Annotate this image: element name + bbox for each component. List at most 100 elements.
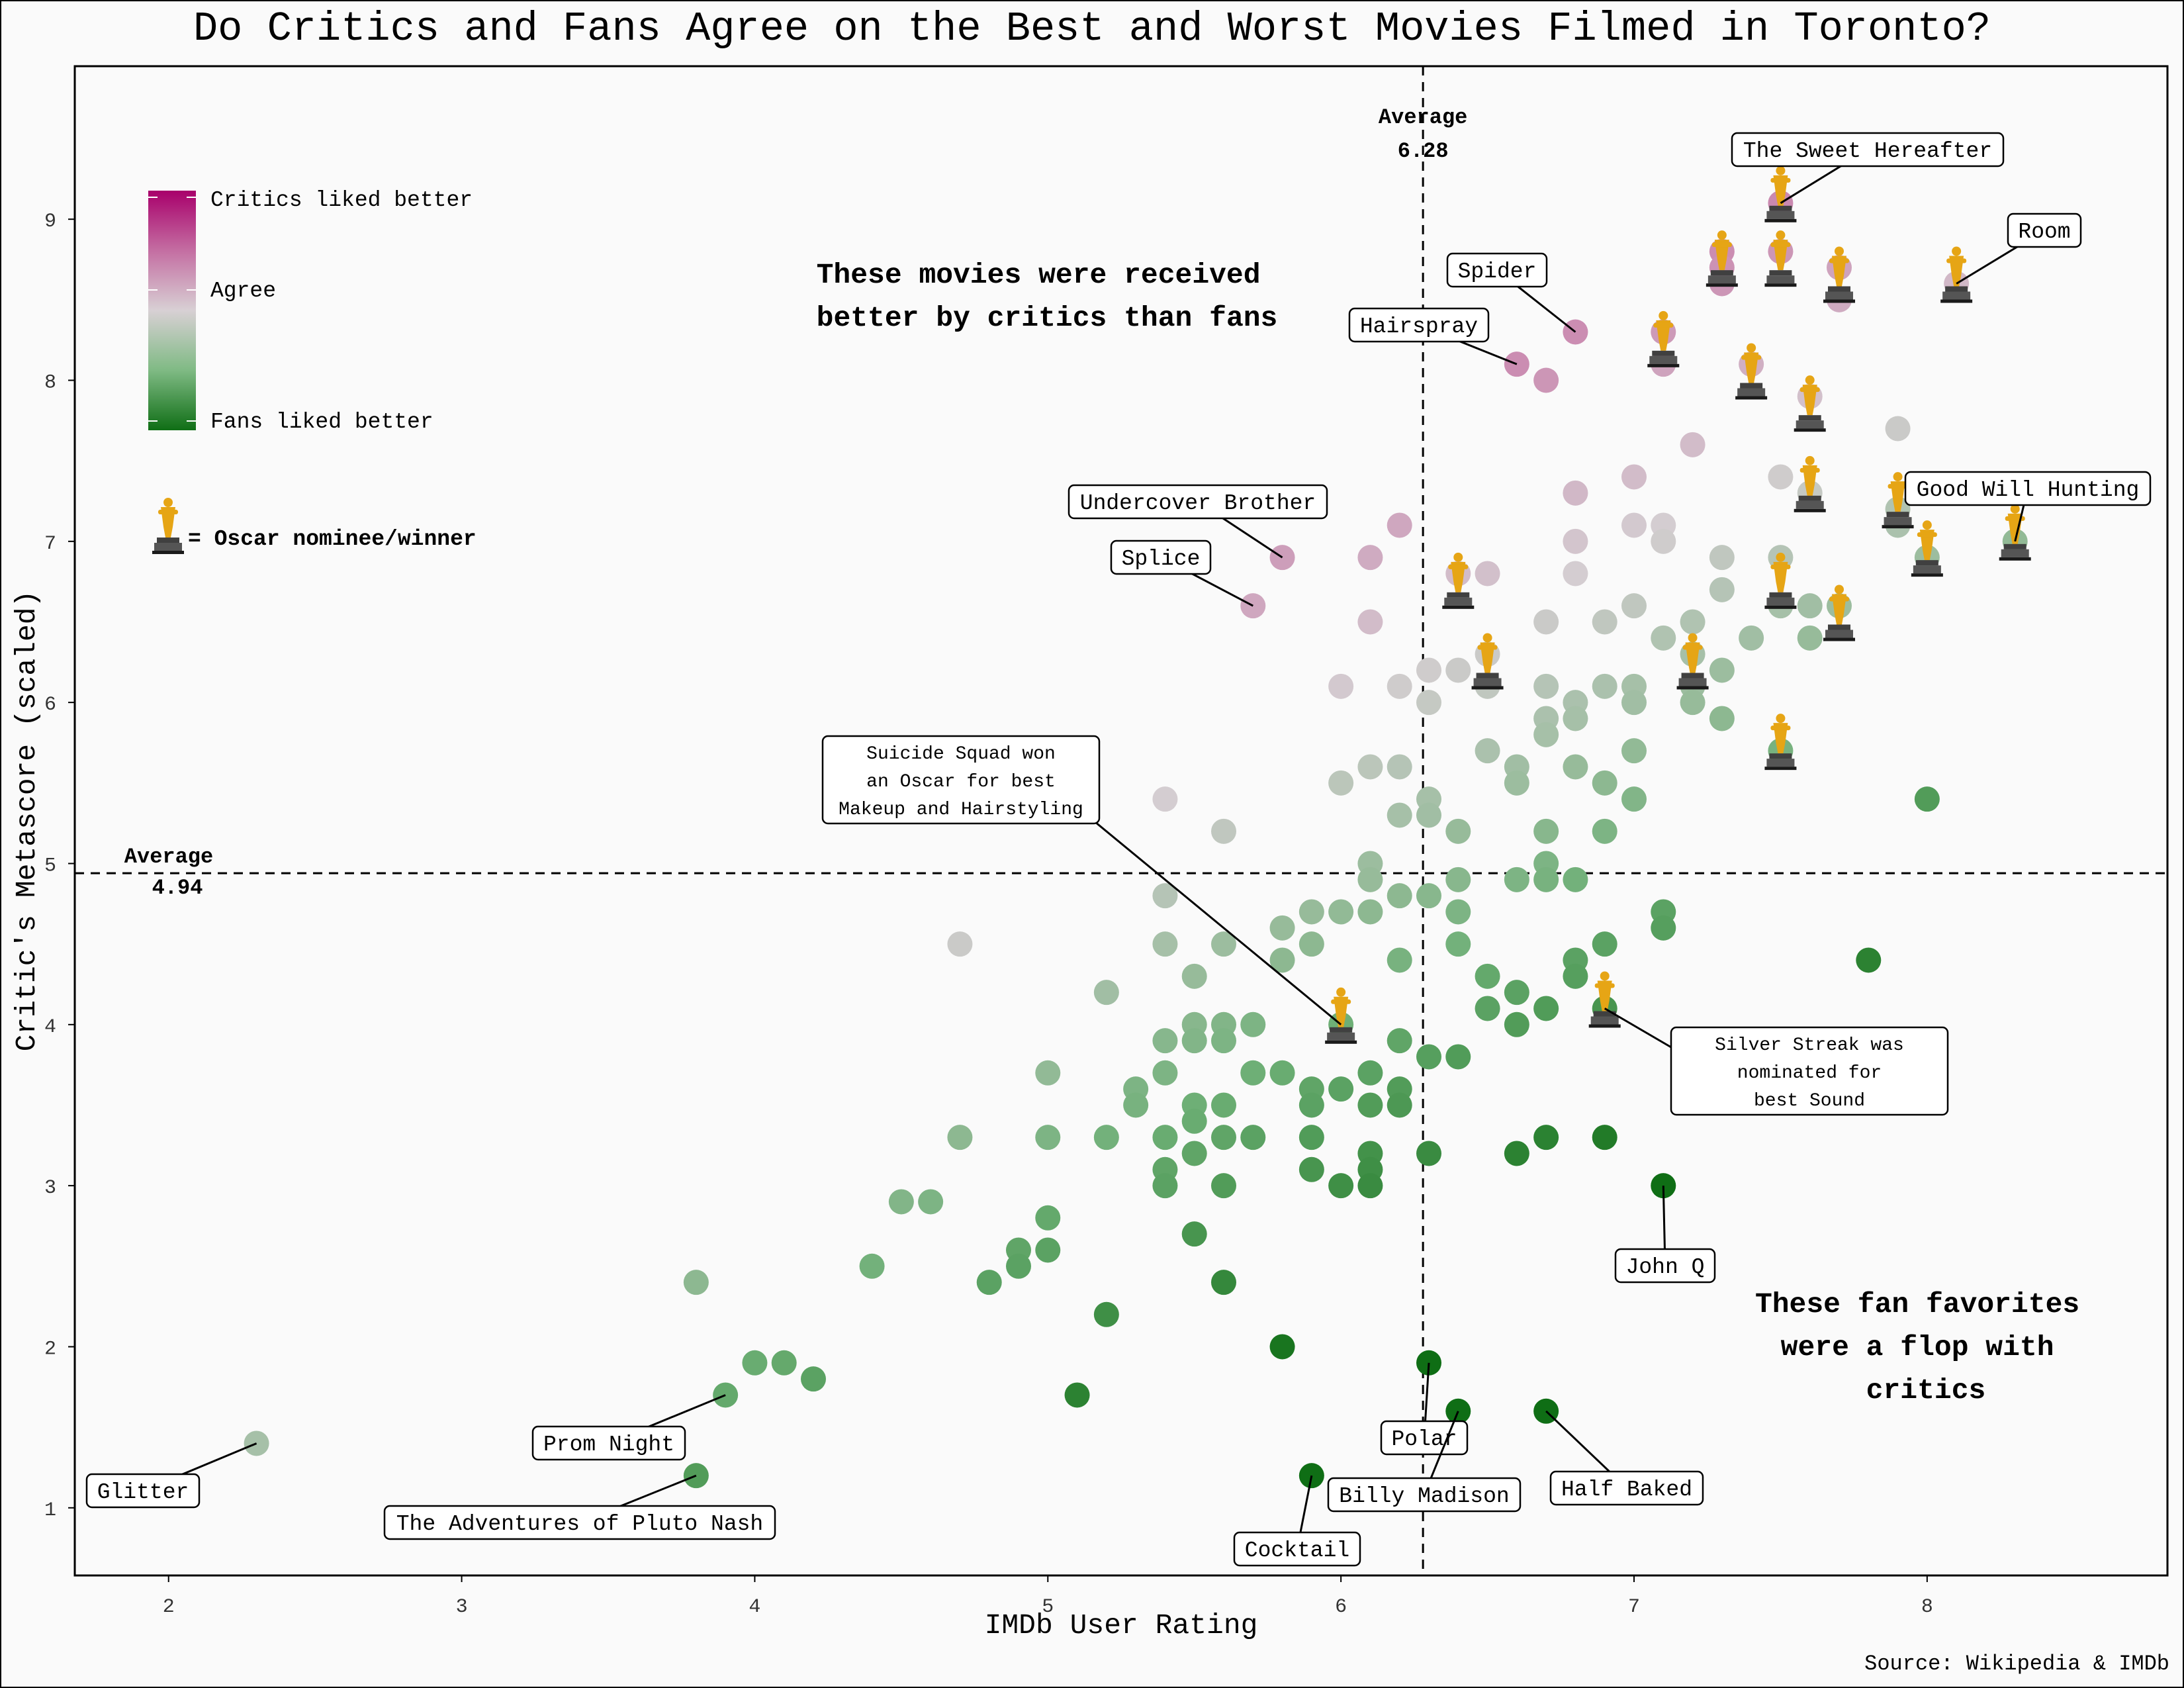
movie-label: Polar [1380,1362,1469,1456]
x-tick-label: 3 [456,1596,468,1618]
movie-point [1152,1173,1178,1199]
movie-point [1416,1141,1441,1166]
oscar-icon [1588,971,1621,1028]
movie-point [1006,1253,1031,1279]
movie-point [1592,673,1617,699]
movie-point [1269,915,1295,941]
annotation-frame [821,735,1101,825]
annotation-leader [1072,802,1342,1025]
movie-label-box [1348,307,1490,343]
movie-point [1357,545,1383,571]
oscar-icon [1823,246,1855,303]
movie-label-text: Billy Madison [1339,1484,1509,1509]
movie-point [1445,899,1471,925]
movie-label-box [1327,1477,1522,1513]
movie-label: Splice [1110,539,1253,607]
annotation-box: Silver Streak was nominated for best Sound [1604,1008,1949,1116]
movie-point [1298,1125,1324,1150]
movie-point [1504,1011,1529,1037]
oscar-icon [1823,585,1855,641]
movie-label: Cocktail [1233,1475,1361,1567]
movie-label-text: Hairspray [1360,314,1478,339]
movie-point [1181,1108,1207,1134]
movie-point [1328,770,1354,796]
movie-label-box [1614,1248,1716,1284]
movie-point [1269,1060,1295,1086]
annotation-text: Silver Streak was [1715,1035,1904,1056]
movie-point [1621,593,1647,619]
movie-label-box [531,1425,686,1461]
x-average-value: 6.28 [1398,139,1449,164]
annotation-frame [1670,1026,1949,1116]
movie-point [1621,690,1647,716]
y-tick-label: 4 [44,1016,56,1039]
movie-point [1211,1173,1236,1199]
movie-label: The Sweet Hereafter [1731,132,2005,205]
annotation-box: Suicide Squad won an Oscar for best Makeup… [821,735,1342,1025]
movie-point [1328,1173,1354,1199]
movie-point [1298,899,1324,925]
legend-critics-label: Critics liked better [210,188,473,212]
y-tick-label: 7 [44,533,56,555]
movie-label-box [1446,252,1548,288]
movie-point [1357,1060,1383,1086]
movie-label: John Q [1614,1186,1716,1284]
movie-point [1387,883,1412,909]
movie-point [1357,754,1383,780]
movie-point [1621,738,1647,764]
movie-point [947,1125,973,1150]
movie-label: The Adventures of Pluto Nash [383,1474,776,1540]
movie-point [1680,609,1706,635]
movie-point [1123,1092,1149,1118]
y-tick-label: 9 [44,211,56,233]
quadrant-note-fans-line-2: were a flop with [1781,1331,2054,1364]
movie-point [1387,802,1412,828]
movie-point [1357,1173,1383,1199]
movie-point [771,1350,797,1376]
movie-point [1445,931,1471,957]
y-axis-title: Critic's Metascore (scaled) [11,590,43,1052]
annotation-text: Makeup and Hairstyling [839,800,1083,820]
movie-label-box [1904,471,2152,506]
movie-point [1152,1028,1178,1054]
oscar-icon [1735,343,1768,400]
movie-point [1269,1334,1295,1360]
movie-point [1914,786,1940,812]
source-note: Source: Wikipedia & IMDb [1864,1652,2169,1676]
movie-label-box [1068,484,1328,520]
movie-label: Spider [1446,252,1576,333]
y-tick-label: 1 [44,1499,56,1522]
y-average-label: Average [124,845,213,869]
movie-point [1152,1125,1178,1150]
movie-point [1533,867,1559,892]
movie-point [1328,1076,1354,1102]
oscar-icon [1794,375,1826,432]
movie-label-text: Cocktail [1245,1538,1349,1563]
plot-area [73,65,2169,1577]
oscar-legend-label: = Oscar nominee/winner [188,527,477,551]
movie-label: Prom Night [531,1394,726,1461]
x-tick-label: 7 [1628,1596,1640,1618]
movie-point [1533,722,1559,747]
movie-point [1709,545,1735,571]
movie-point [1240,1060,1266,1086]
oscar-markers-layer [1325,165,2031,1044]
movie-label-text: Glitter [97,1480,189,1505]
movie-point [1475,996,1500,1021]
movie-labels-layer: The Sweet Hereafter Room Spider Hairspray Un… [85,132,2152,1567]
oscar-legend-icon [152,498,184,554]
oscar-icon [1764,230,1797,287]
movie-point [1621,512,1647,538]
movie-point [1035,1205,1061,1231]
movie-point [1445,867,1471,892]
movie-point [1709,657,1735,683]
oscar-icon [1442,552,1475,609]
movie-point [1475,738,1500,764]
movie-label-text: Half Baked [1561,1477,1692,1502]
movie-point [1592,1125,1617,1150]
movie-point [1328,673,1354,699]
movie-point [1563,754,1588,780]
oscar-icon [1940,246,1973,303]
x-tick-label: 8 [1921,1596,1933,1618]
movie-point [1035,1060,1061,1086]
